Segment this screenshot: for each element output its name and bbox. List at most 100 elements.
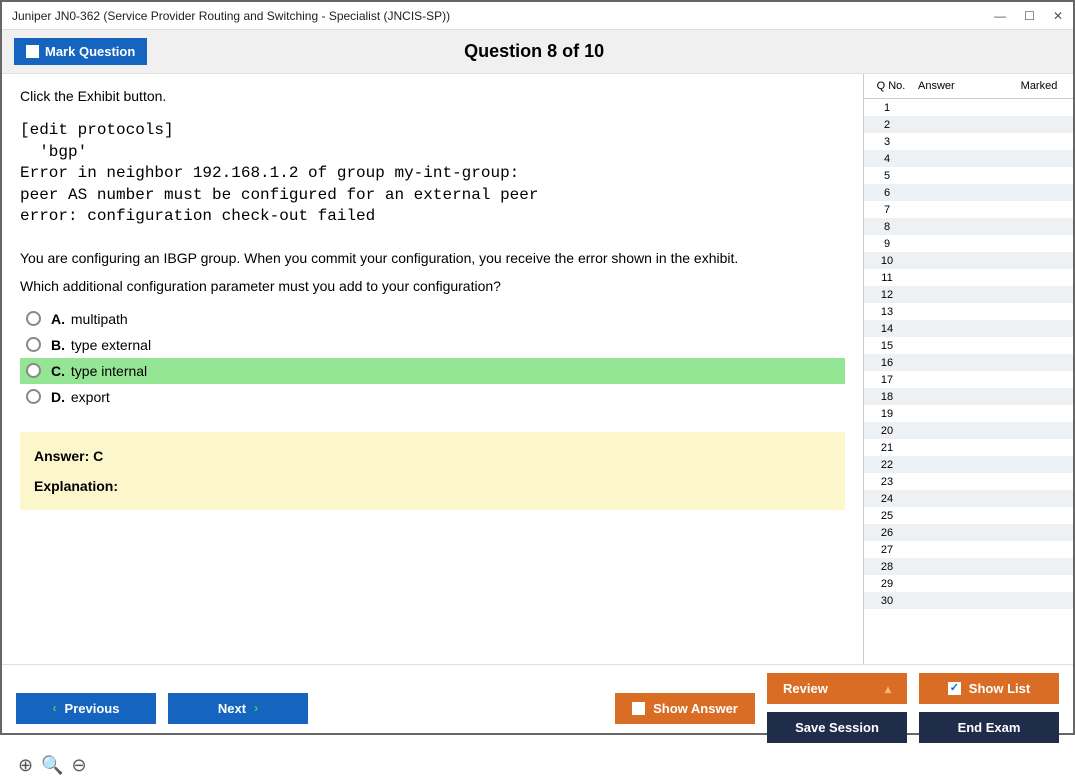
mark-question-button[interactable]: Mark Question [14,38,147,65]
review-button[interactable]: Review ▴ [767,673,907,704]
qlist-number: 20 [864,425,910,437]
radio-icon[interactable] [26,363,41,378]
qlist-row[interactable]: 13 [864,303,1073,320]
end-exam-label: End Exam [958,720,1021,735]
qlist-number: 5 [864,170,910,182]
previous-label: Previous [65,701,120,716]
qlist-row[interactable]: 21 [864,439,1073,456]
qlist-row[interactable]: 2 [864,116,1073,133]
qlist-row[interactable]: 17 [864,371,1073,388]
qlist-row[interactable]: 1 [864,99,1073,116]
zoom-in-icon[interactable]: ⊕ [18,755,33,776]
maximize-icon[interactable]: ☐ [1024,9,1035,23]
review-label: Review [783,681,828,696]
qlist-row[interactable]: 30 [864,592,1073,609]
qlist-number: 9 [864,238,910,250]
show-list-button[interactable]: Show List [919,673,1059,704]
qlist-row[interactable]: 20 [864,422,1073,439]
option-text: C. type internal [51,363,147,379]
side-header: Q No. Answer Marked [864,74,1073,99]
col-marked: Marked [1009,80,1069,92]
radio-icon[interactable] [26,389,41,404]
option-text: A. multipath [51,311,128,327]
qlist-row[interactable]: 15 [864,337,1073,354]
close-icon[interactable]: ✕ [1053,9,1063,23]
side-body[interactable]: 1234567891011121314151617181920212223242… [864,99,1073,664]
qlist-row[interactable]: 27 [864,541,1073,558]
qlist-row[interactable]: 19 [864,405,1073,422]
save-session-label: Save Session [795,720,879,735]
qlist-number: 18 [864,391,910,403]
question-counter: Question 8 of 10 [147,41,921,62]
qlist-row[interactable]: 29 [864,575,1073,592]
option-row[interactable]: A. multipath [20,306,845,332]
option-row[interactable]: C. type internal [20,358,845,384]
qlist-row[interactable]: 28 [864,558,1073,575]
explanation-label: Explanation: [34,478,831,494]
instruction-text: Click the Exhibit button. [20,88,845,104]
qlist-row[interactable]: 5 [864,167,1073,184]
option-text: B. type external [51,337,151,353]
qlist-number: 25 [864,510,910,522]
qlist-number: 28 [864,561,910,573]
qlist-number: 12 [864,289,910,301]
zoom-reset-icon[interactable]: 🔍 [41,755,63,776]
end-exam-button[interactable]: End Exam [919,712,1059,743]
save-session-button[interactable]: Save Session [767,712,907,743]
qlist-number: 10 [864,255,910,267]
next-button[interactable]: Next › [168,693,308,724]
qlist-number: 7 [864,204,910,216]
option-row[interactable]: D. export [20,384,845,410]
qlist-row[interactable]: 23 [864,473,1073,490]
minimize-icon[interactable]: — [994,9,1006,23]
qlist-row[interactable]: 14 [864,320,1073,337]
qlist-row[interactable]: 16 [864,354,1073,371]
qlist-number: 24 [864,493,910,505]
qlist-number: 13 [864,306,910,318]
qlist-row[interactable]: 24 [864,490,1073,507]
qlist-row[interactable]: 12 [864,286,1073,303]
question-body-2: Which additional configuration parameter… [20,278,845,294]
qlist-number: 17 [864,374,910,386]
qlist-row[interactable]: 10 [864,252,1073,269]
qlist-row[interactable]: 26 [864,524,1073,541]
qlist-row[interactable]: 11 [864,269,1073,286]
zoom-out-icon[interactable]: ⊖ [72,755,87,776]
footer-bar: ‹ Previous Next › Show Answer Review ▴ S… [2,664,1073,751]
question-list-panel: Q No. Answer Marked 12345678910111213141… [863,74,1073,664]
qlist-number: 11 [864,272,910,284]
qlist-number: 8 [864,221,910,233]
question-body-1: You are configuring an IBGP group. When … [20,250,845,266]
qlist-number: 4 [864,153,910,165]
next-label: Next [218,701,246,716]
radio-icon[interactable] [26,311,41,326]
qlist-number: 26 [864,527,910,539]
qlist-number: 19 [864,408,910,420]
qlist-row[interactable]: 7 [864,201,1073,218]
checkbox-icon [632,702,645,715]
checkbox-checked-icon [948,682,961,695]
qlist-row[interactable]: 9 [864,235,1073,252]
answer-block: Answer: C Explanation: [20,432,845,510]
qlist-row[interactable]: 6 [864,184,1073,201]
qlist-row[interactable]: 8 [864,218,1073,235]
qlist-row[interactable]: 22 [864,456,1073,473]
footer-mid: Review ▴ Save Session [767,673,907,743]
option-row[interactable]: B. type external [20,332,845,358]
col-qno: Q No. [868,80,914,92]
show-answer-button[interactable]: Show Answer [615,693,755,724]
qlist-row[interactable]: 3 [864,133,1073,150]
qlist-row[interactable]: 4 [864,150,1073,167]
show-list-label: Show List [969,681,1030,696]
exhibit-code: [edit protocols] 'bgp' Error in neighbor… [20,120,845,228]
qlist-number: 16 [864,357,910,369]
chevron-left-icon: ‹ [53,701,57,715]
qlist-number: 23 [864,476,910,488]
previous-button[interactable]: ‹ Previous [16,693,156,724]
radio-icon[interactable] [26,337,41,352]
qlist-number: 22 [864,459,910,471]
footer-right: Show List End Exam [919,673,1059,743]
checkbox-icon [26,45,39,58]
qlist-row[interactable]: 18 [864,388,1073,405]
qlist-row[interactable]: 25 [864,507,1073,524]
